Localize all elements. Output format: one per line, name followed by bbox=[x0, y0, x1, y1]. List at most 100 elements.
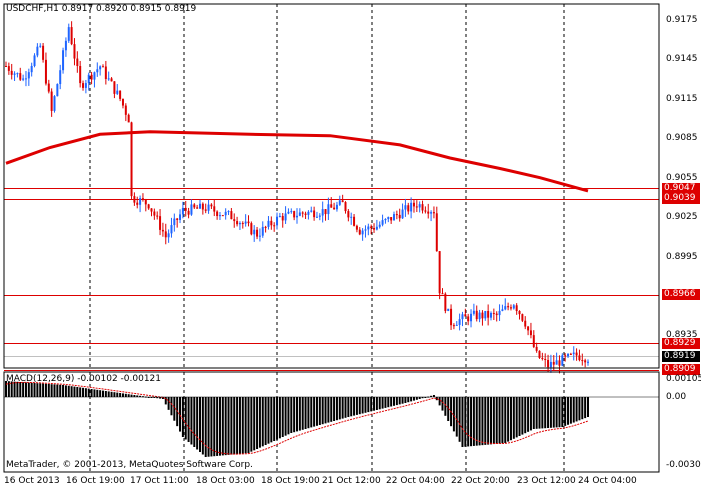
macd-bar bbox=[70, 386, 73, 397]
macd-bar bbox=[273, 397, 276, 441]
macd-bar bbox=[298, 397, 301, 431]
macd-bar bbox=[79, 387, 82, 397]
macd-bar bbox=[196, 397, 199, 450]
candle-body bbox=[450, 308, 453, 326]
macd-bar bbox=[335, 397, 338, 421]
candle-body bbox=[133, 196, 136, 203]
candle-body bbox=[395, 214, 398, 216]
macd-bar bbox=[564, 397, 567, 426]
macd-bar bbox=[141, 396, 144, 398]
candle-body bbox=[572, 352, 575, 355]
macd-bar bbox=[552, 397, 555, 428]
macd-bar bbox=[76, 387, 79, 397]
macd-bar bbox=[5, 381, 7, 397]
macd-bar bbox=[96, 389, 99, 397]
macd-bar bbox=[475, 397, 478, 446]
candle-body bbox=[375, 226, 378, 230]
macd-bar bbox=[107, 391, 110, 397]
macd-bar bbox=[490, 397, 492, 445]
candle-body bbox=[361, 230, 364, 235]
candle-body bbox=[173, 218, 176, 226]
macd-bar bbox=[136, 395, 139, 397]
macd-bar bbox=[507, 397, 510, 442]
candle-body bbox=[250, 223, 253, 235]
candle-body bbox=[315, 216, 318, 218]
candle-body bbox=[116, 90, 119, 94]
macd-bar bbox=[293, 397, 296, 433]
candle-body bbox=[353, 216, 356, 226]
candle-body bbox=[207, 204, 210, 211]
macd-bar bbox=[307, 397, 310, 429]
macd-bar bbox=[364, 397, 367, 413]
candle-body bbox=[358, 229, 361, 235]
macd-bar bbox=[358, 397, 361, 415]
candle-body bbox=[139, 198, 142, 205]
level-tag: 0.8909 bbox=[662, 364, 700, 376]
level-tag: 0.9047 bbox=[662, 182, 700, 194]
macd-bar bbox=[147, 397, 150, 398]
price-tick-label: 0.9055 bbox=[666, 172, 698, 183]
macd-bar bbox=[504, 397, 507, 443]
time-tick-label: 16 Oct 2013 bbox=[4, 476, 60, 486]
candle-body bbox=[218, 215, 221, 217]
candle-body bbox=[119, 90, 122, 99]
candle-body bbox=[276, 216, 279, 226]
candle-body bbox=[304, 213, 307, 215]
candle-body bbox=[244, 221, 247, 224]
macd-bar bbox=[116, 392, 119, 397]
macd-bar bbox=[424, 397, 427, 398]
candle-body bbox=[418, 204, 421, 208]
macd-bar bbox=[210, 397, 213, 457]
candle-body bbox=[264, 226, 267, 228]
macd-bar bbox=[532, 397, 535, 429]
candle-body bbox=[42, 45, 45, 60]
candle-body bbox=[273, 225, 276, 227]
candle-body bbox=[161, 229, 164, 232]
macd-bar bbox=[59, 384, 62, 397]
candle-body bbox=[293, 211, 296, 218]
candle-body bbox=[107, 78, 110, 80]
candle-body bbox=[267, 220, 270, 227]
macd-bar bbox=[170, 397, 173, 416]
candle-body bbox=[472, 310, 475, 314]
candle-body bbox=[427, 211, 430, 214]
macd-bar bbox=[44, 383, 47, 397]
macd-bar bbox=[432, 395, 435, 397]
candle-body bbox=[53, 96, 56, 111]
candle-body bbox=[318, 215, 321, 217]
candle-body bbox=[124, 105, 127, 115]
candle-body bbox=[36, 46, 39, 56]
candle-body bbox=[492, 312, 495, 314]
candle-body bbox=[421, 204, 424, 211]
candle-body bbox=[578, 355, 581, 361]
candle-body bbox=[153, 211, 156, 216]
macd-bar bbox=[119, 393, 122, 397]
macd-bar bbox=[458, 397, 461, 442]
macd-bar bbox=[127, 394, 130, 397]
candle-body bbox=[509, 307, 512, 309]
candle-body bbox=[82, 83, 85, 88]
candle-body bbox=[524, 320, 527, 327]
candle-body bbox=[44, 59, 47, 84]
candle-body bbox=[281, 215, 284, 221]
macd-bar bbox=[495, 397, 498, 444]
macd-bar bbox=[207, 397, 210, 457]
candle-body bbox=[410, 202, 413, 212]
candle-body bbox=[373, 228, 376, 230]
candle-body bbox=[401, 209, 404, 219]
candle-body bbox=[181, 207, 184, 215]
ohlc-values: 0.8917 0.8920 0.8915 0.8919 bbox=[61, 4, 197, 14]
candle-body bbox=[33, 55, 36, 66]
macd-bar bbox=[481, 397, 484, 446]
candle-body bbox=[73, 44, 76, 59]
macd-bar bbox=[455, 397, 458, 437]
macd-bar bbox=[164, 397, 167, 405]
candle-body bbox=[390, 217, 393, 221]
macd-bar bbox=[464, 397, 467, 447]
candle-body bbox=[584, 360, 587, 363]
macd-bar bbox=[338, 397, 341, 420]
macd-bar bbox=[547, 397, 550, 428]
candle-body bbox=[558, 360, 561, 366]
time-tick-label: 16 Oct 19:00 bbox=[66, 476, 125, 486]
